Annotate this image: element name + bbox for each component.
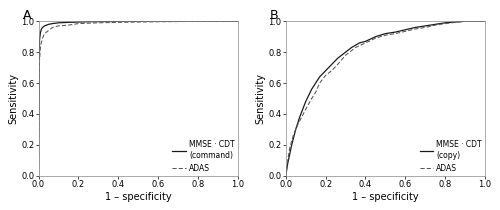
- X-axis label: 1 – specificity: 1 – specificity: [105, 192, 172, 202]
- ADAS: [40, 37, 46, 39]
- MMSE · CDT
(command): [36, 39, 43, 41]
- Y-axis label: Sensitivity: Sensitivity: [8, 73, 18, 124]
- MMSE · CDT
(copy): [283, 175, 289, 177]
- ADAS: [342, 54, 348, 56]
- MMSE · CDT
(copy): [402, 29, 408, 31]
- Text: B: B: [270, 9, 278, 22]
- MMSE · CDT
(copy): [308, 88, 314, 91]
- ADAS: [334, 63, 340, 66]
- MMSE · CDT
(copy): [284, 162, 290, 165]
- ADAS: [116, 21, 121, 24]
- ADAS: [50, 26, 56, 29]
- MMSE · CDT
(copy): [452, 21, 458, 23]
- ADAS: [442, 22, 448, 25]
- MMSE · CDT
(copy): [362, 40, 368, 43]
- ADAS: [56, 25, 62, 27]
- MMSE · CDT
(copy): [286, 153, 292, 155]
- ADAS: [36, 175, 42, 177]
- MMSE · CDT
(command): [44, 24, 50, 26]
- ADAS: [362, 42, 368, 44]
- MMSE · CDT
(copy): [356, 42, 362, 44]
- MMSE · CDT
(command): [116, 20, 121, 23]
- MMSE · CDT
(copy): [302, 100, 308, 103]
- ADAS: [66, 24, 71, 26]
- Line: MMSE · CDT
(copy): MMSE · CDT (copy): [286, 21, 485, 176]
- ADAS: [42, 32, 48, 35]
- Legend: MMSE · CDT
(copy), ADAS: MMSE · CDT (copy), ADAS: [418, 139, 484, 174]
- ADAS: [412, 28, 418, 30]
- MMSE · CDT
(copy): [296, 116, 302, 118]
- MMSE · CDT
(command): [38, 28, 44, 30]
- ADAS: [195, 20, 201, 23]
- MMSE · CDT
(command): [42, 25, 48, 27]
- ADAS: [312, 91, 318, 94]
- ADAS: [294, 123, 300, 126]
- MMSE · CDT
(copy): [422, 25, 428, 27]
- Text: A: A: [22, 9, 31, 22]
- ADAS: [482, 20, 488, 22]
- ADAS: [328, 70, 334, 72]
- ADAS: [298, 116, 304, 118]
- MMSE · CDT
(command): [38, 31, 44, 33]
- MMSE · CDT
(command): [40, 26, 46, 29]
- X-axis label: 1 – specificity: 1 – specificity: [352, 192, 418, 202]
- ADAS: [352, 46, 358, 49]
- Line: ADAS: ADAS: [286, 21, 485, 176]
- MMSE · CDT
(command): [155, 20, 161, 22]
- ADAS: [284, 159, 290, 161]
- MMSE · CDT
(copy): [334, 57, 340, 60]
- MMSE · CDT
(copy): [322, 70, 328, 72]
- ADAS: [36, 59, 43, 61]
- MMSE · CDT
(copy): [342, 51, 348, 53]
- ADAS: [286, 147, 292, 149]
- ADAS: [422, 26, 428, 29]
- MMSE · CDT
(copy): [328, 63, 334, 66]
- ADAS: [302, 108, 308, 111]
- ADAS: [372, 37, 378, 39]
- Legend: MMSE · CDT
(command), ADAS: MMSE · CDT (command), ADAS: [171, 139, 236, 174]
- ADAS: [283, 175, 289, 177]
- Y-axis label: Sensitivity: Sensitivity: [256, 73, 266, 124]
- Line: ADAS: ADAS: [38, 21, 238, 176]
- MMSE · CDT
(command): [66, 21, 71, 24]
- ADAS: [96, 22, 102, 24]
- MMSE · CDT
(copy): [348, 46, 354, 49]
- ADAS: [392, 32, 398, 35]
- MMSE · CDT
(command): [56, 22, 62, 24]
- MMSE · CDT
(copy): [442, 22, 448, 24]
- ADAS: [432, 24, 438, 26]
- MMSE · CDT
(copy): [482, 20, 488, 22]
- ADAS: [308, 97, 314, 100]
- MMSE · CDT
(copy): [316, 76, 322, 78]
- ADAS: [38, 45, 44, 47]
- MMSE · CDT
(copy): [372, 35, 378, 38]
- ADAS: [290, 133, 296, 135]
- MMSE · CDT
(copy): [312, 82, 318, 84]
- MMSE · CDT
(copy): [382, 32, 388, 35]
- ADAS: [452, 21, 458, 24]
- Line: MMSE · CDT
(command): MMSE · CDT (command): [38, 21, 238, 176]
- ADAS: [316, 82, 322, 84]
- MMSE · CDT
(copy): [412, 26, 418, 29]
- ADAS: [155, 20, 161, 23]
- ADAS: [462, 20, 468, 22]
- MMSE · CDT
(copy): [292, 128, 298, 131]
- ADAS: [76, 22, 82, 25]
- MMSE · CDT
(copy): [288, 144, 294, 146]
- MMSE · CDT
(command): [36, 175, 42, 177]
- ADAS: [402, 30, 408, 33]
- MMSE · CDT
(command): [50, 22, 56, 25]
- MMSE · CDT
(command): [86, 20, 91, 23]
- MMSE · CDT
(command): [235, 20, 241, 22]
- MMSE · CDT
(copy): [462, 20, 468, 22]
- MMSE · CDT
(command): [46, 23, 52, 26]
- MMSE · CDT
(copy): [432, 23, 438, 26]
- ADAS: [322, 74, 328, 77]
- MMSE · CDT
(copy): [392, 31, 398, 33]
- ADAS: [46, 29, 52, 32]
- ADAS: [235, 20, 241, 22]
- ADAS: [382, 34, 388, 36]
